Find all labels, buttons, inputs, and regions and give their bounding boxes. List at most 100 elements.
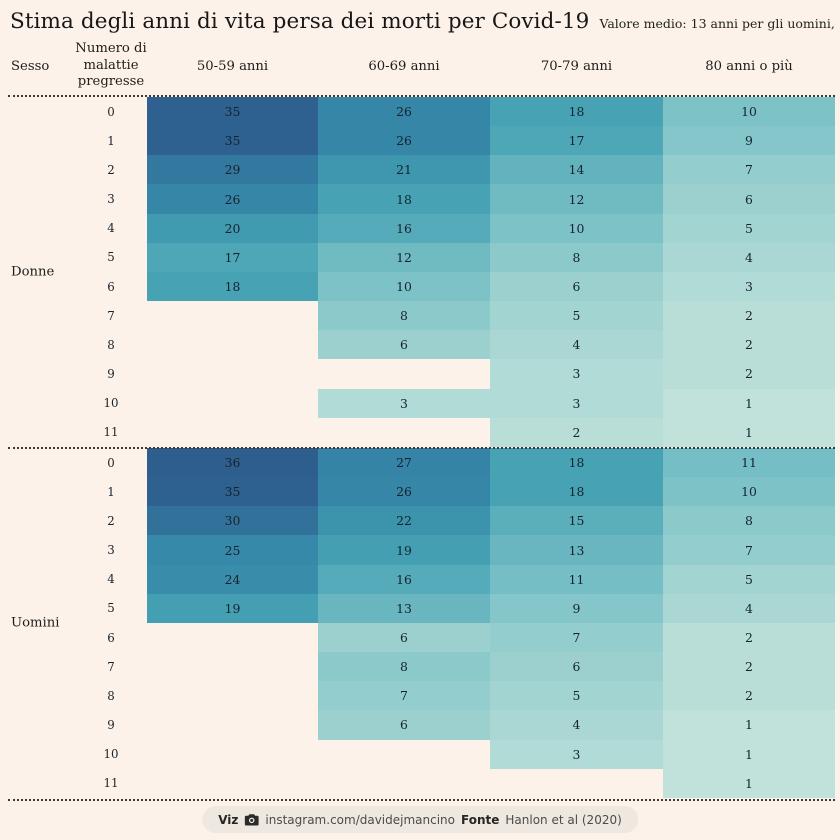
row-spacer (8, 535, 75, 564)
heatmap-cell: 6 (490, 652, 663, 682)
heatmap-cell: 3 (490, 359, 663, 389)
heatmap-cell: 2 (663, 681, 835, 711)
heatmap-cell: 27 (318, 448, 490, 478)
heatmap-cell: 18 (490, 448, 663, 478)
heatmap-row: 5 17 12 8 4 (8, 242, 835, 272)
row-spacer (8, 710, 75, 739)
column-header-age-60-69: 60-69 anni (368, 58, 440, 74)
heatmap-cell: 13 (490, 535, 663, 565)
heatmap-cell: 10 (663, 97, 835, 127)
heatmap-cell: 30 (147, 506, 318, 536)
row-number-label: 1 (107, 484, 115, 499)
heatmap-cell: 1 (663, 388, 835, 418)
heatmap-cell (318, 359, 490, 388)
heatmap-cell: 10 (490, 213, 663, 243)
heatmap-cell: 6 (490, 271, 663, 302)
row-spacer (8, 126, 75, 155)
heatmap-cell: 26 (318, 126, 490, 156)
row-number-label: 0 (107, 455, 115, 470)
row-spacer (8, 184, 75, 213)
heatmap-cell: 5 (663, 564, 835, 594)
heatmap-cell: 7 (663, 155, 835, 185)
column-header-row: Sesso Numero di malattie pregresse 50-59… (8, 40, 835, 92)
heatmap-cell: 8 (318, 652, 490, 682)
heatmap-row: 0 36 27 18 11 (8, 448, 835, 478)
heatmap-cell (318, 740, 490, 769)
heatmap-cell: 16 (318, 564, 490, 594)
heatmap-cell: 6 (318, 622, 490, 653)
heatmap-cell: 26 (318, 477, 490, 507)
heatmap-cell: 4 (663, 593, 835, 623)
heatmap-row: 11 1 (8, 768, 835, 798)
heatmap-cell: 18 (147, 271, 318, 302)
heatmap-cell: 18 (318, 184, 490, 214)
heatmap-cell: 1 (663, 710, 835, 740)
group-donne: Donne 0 35 26 18 10 1 35 26 17 9 2 29 21 14 7 3 26 18 12 6 4 2… (8, 97, 835, 447)
row-number-label: 8 (107, 337, 115, 352)
heatmap-cell (147, 359, 318, 388)
heatmap-cell: 2 (490, 417, 663, 447)
row-number-label: 9 (107, 717, 115, 732)
heatmap-cell: 35 (147, 477, 318, 507)
column-header-sesso: Sesso (11, 58, 50, 74)
row-number-label: 9 (107, 366, 115, 381)
row-number-label: 4 (107, 572, 115, 587)
row-number-label: 5 (107, 250, 115, 265)
heatmap-cell: 3 (663, 271, 835, 302)
column-header-malattie-pregresse: Numero di malattie pregresse (75, 40, 147, 90)
heatmap-cell: 26 (147, 184, 318, 214)
heatmap-row: 10 3 1 (8, 739, 835, 769)
heatmap-cell: 17 (147, 242, 318, 272)
heatmap-cell (147, 330, 318, 359)
divider-above-footer (8, 799, 835, 801)
viz-handle: instagram.com/davidejmancino (265, 812, 456, 827)
row-spacer (8, 389, 75, 418)
heatmap-cell: 29 (147, 155, 318, 185)
row-number-label: 11 (103, 776, 119, 791)
row-spacer (8, 359, 75, 388)
heatmap-cell: 10 (663, 477, 835, 507)
row-spacer (8, 97, 75, 126)
heatmap-cell: 4 (490, 710, 663, 740)
heatmap-cell: 18 (490, 97, 663, 127)
source-value: Hanlon et al (2020) (505, 812, 622, 827)
row-number-label: 1 (107, 133, 115, 148)
heatmap-row: 2 29 21 14 7 (8, 155, 835, 185)
heatmap-cell: 36 (147, 448, 318, 478)
row-spacer (8, 301, 75, 330)
heatmap-cell: 7 (663, 535, 835, 565)
heatmap-cell (490, 769, 663, 798)
row-number-label: 8 (107, 688, 115, 703)
row-number-label: 3 (107, 543, 115, 558)
heatmap-cell: 1 (663, 768, 835, 798)
heatmap-row: 10 3 3 1 (8, 388, 835, 418)
heatmap-cell: 1 (663, 739, 835, 769)
heatmap-cell (147, 389, 318, 418)
heatmap-cell: 5 (490, 681, 663, 711)
heatmap-cell (147, 681, 318, 710)
heatmap-cell: 9 (663, 126, 835, 156)
page-title: Stima degli anni di vita persa dei morti… (10, 9, 590, 34)
heatmap-cell: 3 (490, 739, 663, 769)
heatmap-cell: 5 (663, 213, 835, 243)
heatmap-cell: 8 (663, 506, 835, 536)
heatmap-cell: 21 (318, 155, 490, 185)
row-number-label: 6 (107, 630, 115, 645)
viz-label: Viz (218, 812, 239, 827)
heatmap-cell: 15 (490, 506, 663, 536)
heatmap-cell: 11 (663, 448, 835, 478)
heatmap-row: 2 30 22 15 8 (8, 506, 835, 536)
group-uomini: Uomini 0 36 27 18 11 1 35 26 18 10 2 30 22 15 8 3 25 19 13 7… (8, 448, 835, 798)
heatmap-cell (147, 769, 318, 798)
row-number-label: 5 (107, 601, 115, 616)
row-number-label: 6 (107, 279, 115, 294)
row-spacer (8, 506, 75, 535)
heatmap-cell: 4 (490, 330, 663, 360)
row-spacer (8, 477, 75, 506)
heatmap-row: 5 19 13 9 4 (8, 593, 835, 623)
row-spacer (8, 565, 75, 594)
